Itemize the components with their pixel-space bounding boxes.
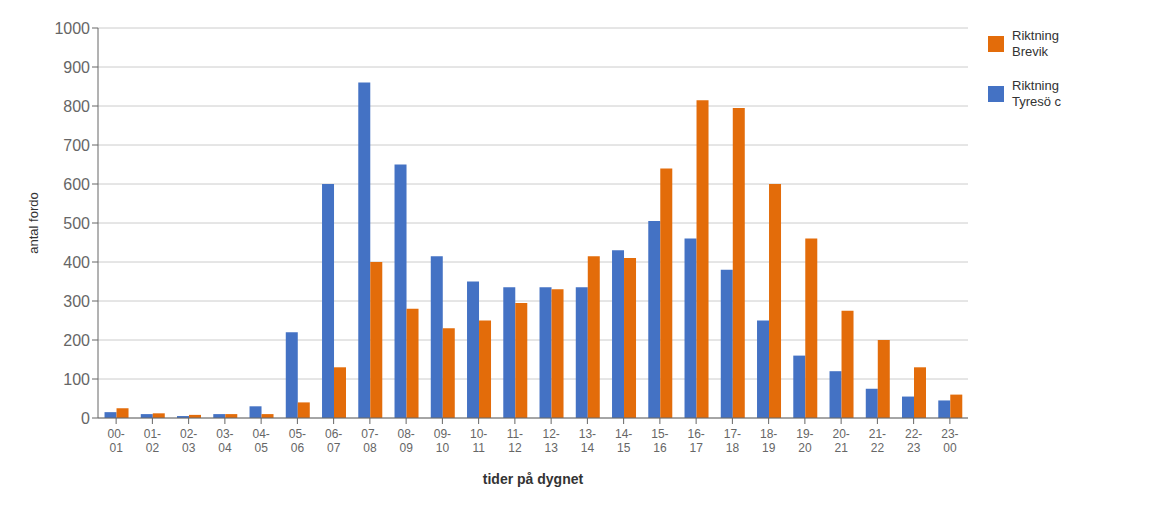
svg-text:19-20: 19-20 bbox=[796, 427, 813, 455]
svg-text:18-19: 18-19 bbox=[760, 427, 777, 455]
svg-text:03-04: 03-04 bbox=[216, 427, 233, 455]
svg-text:100: 100 bbox=[63, 371, 90, 388]
html-text:Riktning: Riktning bbox=[1012, 78, 1059, 93]
svg-text:800: 800 bbox=[63, 98, 90, 115]
svg-text:600: 600 bbox=[63, 176, 90, 193]
svg-text:16-17: 16-17 bbox=[687, 427, 704, 455]
svg-text:04-05: 04-05 bbox=[252, 427, 269, 455]
svg-text:06-07: 06-07 bbox=[325, 427, 342, 455]
svg-text:17-18: 17-18 bbox=[724, 427, 741, 455]
svg-text:700: 700 bbox=[63, 137, 90, 154]
svg-text:tider på dygnet: tider på dygnet bbox=[483, 471, 584, 487]
svg-text:23-00: 23-00 bbox=[941, 427, 958, 455]
svg-text:22-23: 22-23 bbox=[905, 427, 922, 455]
svg-text:08-09: 08-09 bbox=[397, 427, 414, 455]
svg-text:20-21: 20-21 bbox=[832, 427, 849, 455]
svg-text:1000: 1000 bbox=[54, 20, 90, 37]
svg-text:05-06: 05-06 bbox=[289, 427, 306, 455]
svg-text:200: 200 bbox=[63, 332, 90, 349]
svg-text:11-12: 11-12 bbox=[507, 427, 523, 455]
svg-text:400: 400 bbox=[63, 254, 90, 271]
svg-text:500: 500 bbox=[63, 215, 90, 232]
svg-text:900: 900 bbox=[63, 59, 90, 76]
svg-text:15-16: 15-16 bbox=[651, 427, 668, 455]
html-text:Brevik: Brevik bbox=[1012, 44, 1049, 59]
svg-text:10-11: 10-11 bbox=[470, 427, 487, 455]
svg-text:01-02: 01-02 bbox=[144, 427, 161, 455]
svg-text:02-03: 02-03 bbox=[180, 427, 197, 455]
svg-text:0: 0 bbox=[81, 410, 90, 427]
svg-text:14-15: 14-15 bbox=[615, 427, 632, 455]
svg-text:antal fordo: antal fordo bbox=[26, 192, 41, 253]
svg-text:21-22: 21-22 bbox=[869, 427, 886, 455]
svg-text:13-14: 13-14 bbox=[579, 427, 596, 455]
html-text:Riktning: Riktning bbox=[1012, 28, 1059, 43]
svg-text:09-10: 09-10 bbox=[434, 427, 451, 455]
svg-text:07-08: 07-08 bbox=[361, 427, 378, 455]
svg-text:300: 300 bbox=[63, 293, 90, 310]
svg-text:00-01: 00-01 bbox=[107, 427, 124, 455]
svg-text:12-13: 12-13 bbox=[542, 427, 559, 455]
html-text:Tyresö c: Tyresö c bbox=[1012, 94, 1062, 109]
